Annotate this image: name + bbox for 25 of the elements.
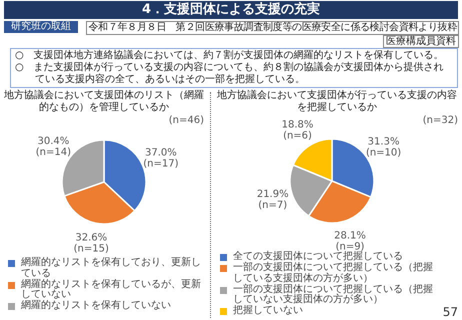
- text: 研究班の取組: [4, 21, 78, 33]
- text: 57: [442, 305, 458, 319]
- text: (n=46): [168, 115, 204, 126]
- legend-label: 網羅的なリストを保有しているが、更新していない: [21, 278, 202, 300]
- data-label: 32.6% (n=15): [74, 232, 109, 255]
- text: 4．支援団体による支援の充実: [4, 1, 458, 19]
- chart-title: 地方協議会において支援団体が行っている支援の内容を把握しているか: [216, 90, 458, 114]
- text: ○ 支援団体地方連絡協議会においては、約７割が支援団体の網羅的なリストを保有している。: [15, 50, 445, 62]
- text: 令和７年８月８日 第２回医療事故調査制度等の医療安全に係る検討会資料より抜粋: [86, 21, 459, 35]
- data-label: 28.1% (n=9): [334, 230, 366, 252]
- data-label: 18.8% (n=6): [282, 119, 314, 142]
- legend-label: 網羅的なリストを保有していない: [21, 300, 171, 312]
- data-label: 30.4% (n=14): [36, 136, 72, 158]
- legend-label: 全ての支援団体について把握している: [233, 251, 403, 262]
- text: (n=32): [422, 115, 458, 126]
- chart-title: 地方協議会において支援団体のリスト（網羅的なもの）を管理しているか: [3, 90, 205, 114]
- legend-label: 網羅的なリストを保有しており、更新している: [21, 257, 202, 278]
- text: 医療構成員資料: [383, 35, 459, 48]
- data-label: 37.0% (n=17): [143, 147, 179, 170]
- text: ○ また支援団体が行っている支援の内容についても、約８割の協議会が支援団体から提供されている支援内容の全て、あるいはその一部を把握している。: [15, 62, 445, 86]
- data-label: 21.9% (n=7): [256, 189, 289, 212]
- legend-label: 一部の支援団体について把握している（把握している支援団体の方が多い）: [233, 262, 434, 284]
- legend-label: 一部の支援団体について把握している（把握していない支援団体の方が多い）: [233, 284, 434, 305]
- legend-label: 把握していない: [233, 305, 303, 316]
- data-label: 31.3% (n=10): [366, 136, 402, 159]
